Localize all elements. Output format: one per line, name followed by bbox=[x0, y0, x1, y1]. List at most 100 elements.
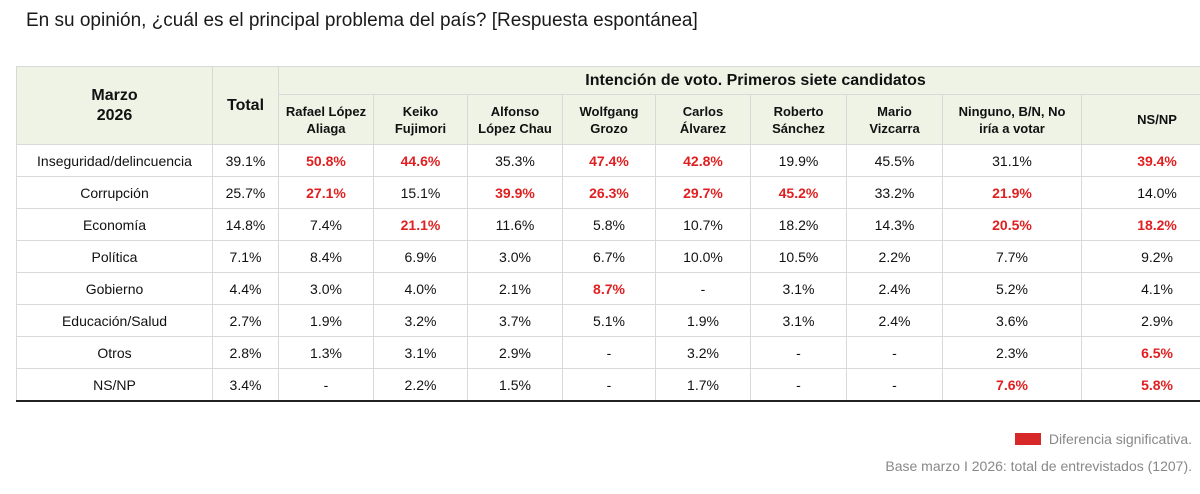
corner-header: Marzo 2026 bbox=[16, 66, 213, 145]
row-label: NS/NP bbox=[16, 368, 213, 402]
table-row: Corrupción 25.7% 27.1% 15.1% 39.9% 26.3% 29.7%… bbox=[16, 176, 1200, 209]
value-cell: 18.2% bbox=[750, 208, 847, 241]
candidate-header-line: López Chau bbox=[478, 120, 552, 136]
candidate-header-line: Fujimori bbox=[394, 120, 447, 136]
value-cell: 7.4% bbox=[278, 208, 374, 241]
value-cell: - bbox=[750, 336, 847, 369]
value-cell: - bbox=[562, 368, 656, 402]
value-cell: 2.3% bbox=[942, 336, 1082, 369]
total-cell: 14.8% bbox=[212, 208, 279, 241]
value-cell: 2.2% bbox=[846, 240, 943, 273]
value-cell: 6.9% bbox=[373, 240, 468, 273]
value-cell: 11.6% bbox=[467, 208, 563, 241]
value-cell-significant: 47.4% bbox=[562, 144, 656, 177]
value-cell: 19.9% bbox=[750, 144, 847, 177]
table-row: NS/NP 3.4% -2.2% 1.5% -1.7% - -7.6% 5.8% bbox=[16, 368, 1200, 402]
candidate-header: Alfonso López Chau bbox=[467, 94, 563, 145]
value-cell: 3.0% bbox=[278, 272, 374, 305]
candidate-header-line: Mario bbox=[877, 103, 912, 119]
row-label: Educación/Salud bbox=[16, 304, 213, 337]
legend: Diferencia significativa. bbox=[1014, 431, 1192, 447]
value-cell: 14.3% bbox=[846, 208, 943, 241]
value-cell: 33.2% bbox=[846, 176, 943, 209]
value-cell: - bbox=[750, 368, 847, 402]
value-cell: 35.3% bbox=[467, 144, 563, 177]
value-cell: 3.1% bbox=[750, 272, 847, 305]
chart-title: En su opinión, ¿cuál es el principal pro… bbox=[26, 10, 698, 31]
corner-header-year: 2026 bbox=[96, 106, 133, 124]
value-cell: 10.7% bbox=[655, 208, 751, 241]
row-label: Gobierno bbox=[16, 272, 213, 305]
candidate-header: Mario Vizcarra bbox=[846, 94, 943, 145]
legend-swatch bbox=[1014, 433, 1041, 445]
value-cell-significant: 6.5% bbox=[1080, 336, 1200, 369]
candidate-header: NS/NP bbox=[1080, 94, 1200, 145]
value-cell-significant: 5.8% bbox=[1080, 368, 1200, 402]
value-cell-significant: 42.8% bbox=[655, 144, 751, 177]
value-cell: 3.2% bbox=[655, 336, 751, 369]
value-cell-significant: 26.3% bbox=[562, 176, 656, 209]
corner-header-month: Marzo bbox=[91, 86, 138, 104]
value-cell-significant: 27.1% bbox=[278, 176, 374, 209]
value-cell: 8.4% bbox=[278, 240, 374, 273]
candidate-header-line: Aliaga bbox=[306, 120, 346, 136]
table-row: Política 7.1% 8.4% 6.9% 3.0% 6.7% 10.0% 10.5% 2.… bbox=[16, 240, 1200, 273]
total-cell: 25.7% bbox=[212, 176, 279, 209]
value-cell: 4.1% bbox=[1080, 272, 1200, 305]
value-cell: 5.8% bbox=[562, 208, 656, 241]
value-cell: 4.0% bbox=[373, 272, 468, 305]
total-header: Total bbox=[212, 66, 279, 145]
candidate-header-line: NS/NP bbox=[1137, 112, 1177, 127]
candidate-header: Rafael López Aliaga bbox=[278, 94, 374, 145]
candidate-header-line: Alfonso bbox=[490, 103, 540, 119]
candidate-header-line: Ninguno, B/N, No bbox=[958, 103, 1066, 119]
table-row: Economía 14.8% 7.4% 21.1% 11.6% 5.8% 10.7% 18.2… bbox=[16, 208, 1200, 241]
footnote: Base marzo I 2026: total de entrevistado… bbox=[885, 458, 1192, 474]
value-cell: 1.9% bbox=[655, 304, 751, 337]
value-cell-significant: 44.6% bbox=[373, 144, 468, 177]
value-cell: 7.7% bbox=[942, 240, 1082, 273]
candidate-header: Wolfgang Grozo bbox=[562, 94, 656, 145]
value-cell-significant: 39.4% bbox=[1080, 144, 1200, 177]
value-cell: 5.1% bbox=[562, 304, 656, 337]
value-cell: 2.9% bbox=[1080, 304, 1200, 337]
value-cell-significant: 20.5% bbox=[942, 208, 1082, 241]
value-cell: 5.2% bbox=[942, 272, 1082, 305]
table-body: Inseguridad/delincuencia 39.1% 50.8% 44.6% 3… bbox=[16, 144, 1200, 402]
row-label: Inseguridad/delincuencia bbox=[16, 144, 213, 177]
row-label: Otros bbox=[16, 336, 213, 369]
value-cell-significant: 7.6% bbox=[942, 368, 1082, 402]
total-cell: 2.7% bbox=[212, 304, 279, 337]
value-cell: 10.5% bbox=[750, 240, 847, 273]
candidate-header-line: Sánchez bbox=[772, 120, 825, 136]
value-cell-significant: 29.7% bbox=[655, 176, 751, 209]
value-cell: 6.7% bbox=[562, 240, 656, 273]
value-cell-significant: 8.7% bbox=[562, 272, 656, 305]
value-cell: - bbox=[562, 336, 656, 369]
total-cell: 3.4% bbox=[212, 368, 279, 402]
candidate-header-line: Álvarez bbox=[679, 120, 727, 136]
value-cell-significant: 21.9% bbox=[942, 176, 1082, 209]
value-cell: 2.2% bbox=[373, 368, 468, 402]
value-cell: 2.9% bbox=[467, 336, 563, 369]
value-cell: - bbox=[846, 336, 943, 369]
value-cell: 45.5% bbox=[846, 144, 943, 177]
value-cell: 3.2% bbox=[373, 304, 468, 337]
candidate-header-line: Grozo bbox=[590, 120, 628, 136]
candidate-header-row: Rafael López Aliaga Keiko Fujimori Alfonso Ló… bbox=[17, 94, 1200, 145]
candidate-header-line: iría a votar bbox=[979, 120, 1045, 136]
value-cell-significant: 18.2% bbox=[1080, 208, 1200, 241]
candidate-header: Roberto Sánchez bbox=[750, 94, 847, 145]
value-cell-significant: 21.1% bbox=[373, 208, 468, 241]
value-cell: 2.1% bbox=[467, 272, 563, 305]
value-cell: 2.4% bbox=[846, 304, 943, 337]
value-cell: - bbox=[846, 368, 943, 402]
candidate-header-line: Keiko bbox=[402, 103, 439, 119]
candidate-header-line: Vizcarra bbox=[869, 120, 920, 136]
value-cell: 3.6% bbox=[942, 304, 1082, 337]
candidate-header-line: Roberto bbox=[773, 103, 824, 119]
value-cell: 3.1% bbox=[750, 304, 847, 337]
results-table: Marzo 2026 Total Intención de voto. Prim… bbox=[16, 66, 1200, 402]
value-cell: 3.0% bbox=[467, 240, 563, 273]
value-cell: - bbox=[278, 368, 374, 402]
